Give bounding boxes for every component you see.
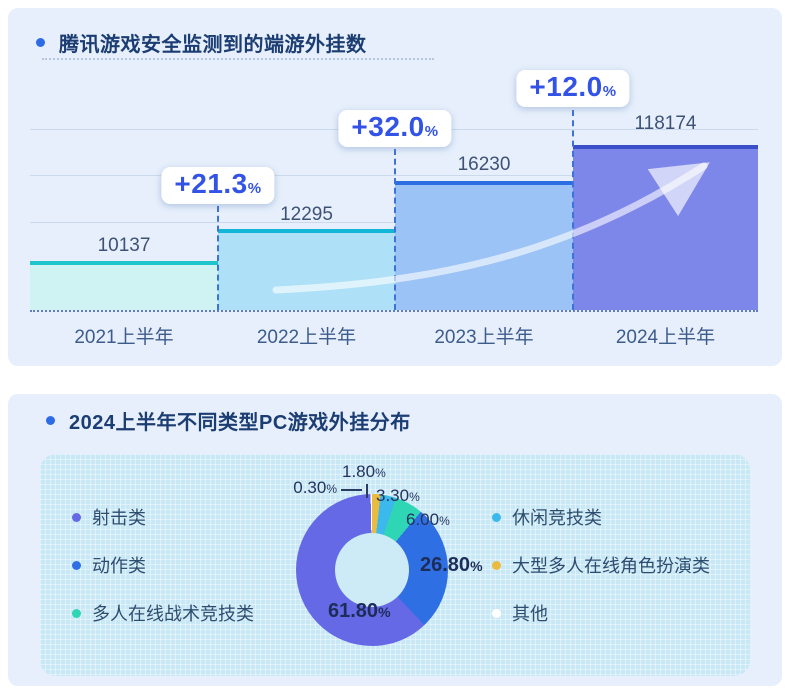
pie-label-value: 6.00 <box>406 510 440 529</box>
pie-label-action: 26.80% <box>420 554 483 577</box>
legend-label: 其他 <box>512 604 548 624</box>
x-label-2021: 2021上半年 <box>74 327 174 348</box>
growth-badge-2024: +12.0% <box>516 70 630 107</box>
legend-dot-icon <box>492 512 501 522</box>
leader-line <box>366 484 368 498</box>
legend-item-action: 动作类 <box>72 552 146 578</box>
leader-line <box>341 489 362 491</box>
x-label-2023: 2023上半年 <box>434 327 534 348</box>
value-label-2021: 10137 <box>97 235 151 256</box>
value-label-2023: 16230 <box>457 154 511 175</box>
pie-label-value: 3.30 <box>376 486 410 505</box>
value-label-2022: 12295 <box>280 204 333 225</box>
dotted-gridline <box>42 58 434 60</box>
growth-badge-2023: +32.0% <box>338 110 452 147</box>
legend-dot-icon <box>72 512 81 522</box>
legend-label: 大型多人在线角色扮演类 <box>512 556 710 576</box>
percent-sign: % <box>470 558 483 574</box>
growth-value: +21.3 <box>174 168 248 199</box>
x-label-2022: 2022上半年 <box>256 327 357 348</box>
percent-sign: % <box>424 123 439 140</box>
dashed-separator <box>572 110 574 310</box>
trend-chart-title-row: 腾讯游戏安全监测到的端游外挂数 <box>36 28 367 57</box>
percent-sign: % <box>409 490 420 504</box>
pie-label-casual: 3.30% <box>376 486 420 506</box>
title-bullet-icon <box>36 38 45 47</box>
x-label-2024: 2024上半年 <box>615 327 716 348</box>
bar-2024 <box>573 145 758 310</box>
growth-value: +12.0 <box>529 71 603 102</box>
legend-label: 动作类 <box>92 556 146 576</box>
percent-sign: % <box>378 604 391 620</box>
legend-label: 多人在线战术竞技类 <box>92 604 254 624</box>
pie-chart-card: 射击类 动作类 多人在线战术竞技类 休闲竞技类 大型多人在线角色扮演类 其他 0… <box>40 454 750 676</box>
legend-label: 射击类 <box>92 508 146 528</box>
dashed-separator <box>217 206 219 310</box>
pie-chart-title-row: 2024上半年不同类型PC游戏外挂分布 <box>46 406 411 435</box>
donut-hole <box>335 533 409 607</box>
legend-item-moba: 多人在线战术竞技类 <box>72 600 254 626</box>
pie-label-moba: 6.00% <box>406 510 450 530</box>
growth-badge-2022: +21.3% <box>161 167 275 204</box>
step-bar-chart: 10137 12295 16230 118174 +21.3% +32.0% +… <box>8 8 782 366</box>
pie-label-value: 61.80 <box>328 600 379 622</box>
pie-label-value: 0.30 <box>293 478 327 497</box>
title-bullet-icon <box>46 416 55 425</box>
bar-2023 <box>395 181 573 310</box>
percent-sign: % <box>326 482 337 496</box>
trend-chart-title: 腾讯游戏安全监测到的端游外挂数 <box>59 34 367 56</box>
percent-sign: % <box>439 514 450 528</box>
legend-dot-icon <box>492 608 501 618</box>
pie-label-value: 1.80 <box>342 462 376 481</box>
x-axis-baseline <box>30 310 758 312</box>
pie-label-other: 0.30% <box>270 478 337 498</box>
percent-sign: % <box>375 466 386 480</box>
legend-dot-icon <box>72 560 81 570</box>
legend-item-other: 其他 <box>492 600 548 626</box>
bar-2021 <box>30 261 218 310</box>
trend-chart-panel: 腾讯游戏安全监测到的端游外挂数 10137 12295 162 <box>8 8 782 366</box>
bar-2022 <box>218 229 395 310</box>
legend-item-casual: 休闲竞技类 <box>492 504 602 530</box>
legend-dot-icon <box>492 560 501 570</box>
legend-label: 休闲竞技类 <box>512 508 602 528</box>
legend-item-shooting: 射击类 <box>72 504 146 530</box>
percent-sign: % <box>602 83 617 100</box>
value-label-2024: 118174 <box>634 113 697 134</box>
dashed-separator <box>394 149 396 310</box>
pie-chart-title: 2024上半年不同类型PC游戏外挂分布 <box>69 412 411 434</box>
percent-sign: % <box>247 180 262 197</box>
pie-label-value: 26.80 <box>420 554 471 576</box>
legend-item-mmorpg: 大型多人在线角色扮演类 <box>492 552 710 578</box>
pie-chart-panel: 2024上半年不同类型PC游戏外挂分布 射击类 动作类 多人在线战术竞技类 休闲… <box>8 394 782 686</box>
pie-label-shooting: 61.80% <box>328 600 391 623</box>
growth-value: +32.0 <box>351 111 425 142</box>
legend-dot-icon <box>72 608 81 618</box>
pie-label-mmorpg: 1.80% <box>342 462 386 482</box>
